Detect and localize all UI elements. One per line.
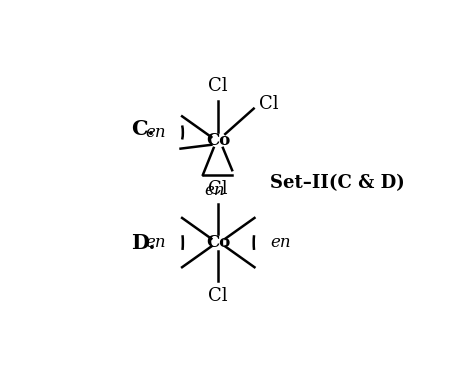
Text: Cl: Cl [209,287,228,305]
Text: en: en [204,182,225,199]
Text: C.: C. [131,119,155,139]
Text: Co: Co [206,132,230,149]
Text: Co: Co [206,234,230,251]
Text: en: en [146,234,166,251]
Text: Set–II(C & D): Set–II(C & D) [270,174,405,192]
Text: en: en [271,234,291,251]
Text: Cl: Cl [209,180,228,198]
Text: Cl: Cl [259,95,279,113]
Text: Cl: Cl [209,77,228,95]
Text: en: en [146,124,166,141]
Text: D.: D. [131,232,156,253]
